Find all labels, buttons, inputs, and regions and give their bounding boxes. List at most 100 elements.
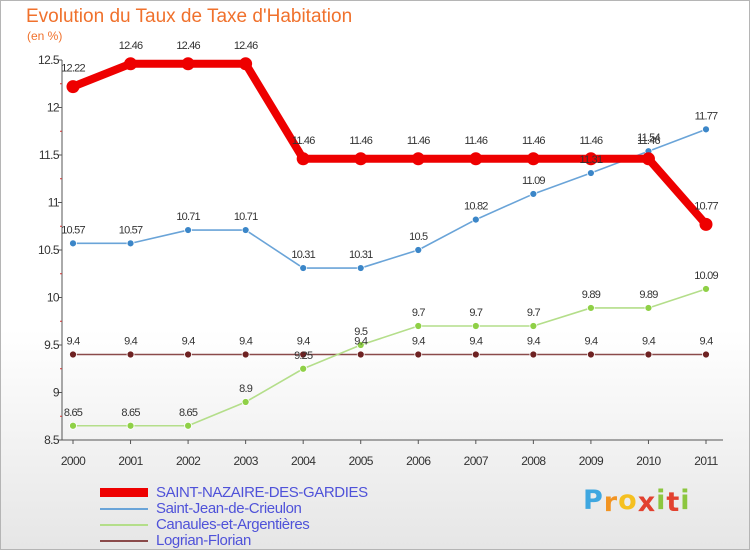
logo-letter: r <box>603 487 619 518</box>
legend-swatch <box>100 524 148 526</box>
series-line-1 <box>72 128 707 269</box>
x-tick-label: 2009 <box>579 454 604 468</box>
y-tick-label: 9.5 <box>44 338 60 352</box>
data-point <box>587 169 595 177</box>
data-point <box>356 264 365 272</box>
data-label: 8.65 <box>179 407 198 419</box>
data-label: 9.25 <box>294 350 313 362</box>
data-point <box>354 152 368 166</box>
data-label: 10.77 <box>694 200 718 212</box>
data-point <box>529 322 538 330</box>
data-label: 11.77 <box>695 110 718 122</box>
data-point <box>69 421 77 430</box>
data-label: 9.89 <box>582 289 601 301</box>
data-label: 9.7 <box>412 307 426 319</box>
x-tick-label: 2011 <box>694 454 718 468</box>
data-point <box>181 57 195 71</box>
data-label: 9.4 <box>527 336 541 348</box>
data-point <box>356 350 365 359</box>
data-label: 10.57 <box>61 224 85 236</box>
data-point <box>124 57 138 71</box>
y-tick-label: 10.5 <box>38 243 60 257</box>
data-point <box>644 304 653 312</box>
y-tick-label: 8.5 <box>44 433 60 447</box>
data-label: 10.09 <box>694 270 718 282</box>
data-point <box>471 322 480 330</box>
data-point <box>299 350 308 359</box>
data-point <box>184 421 192 430</box>
x-tick-label: 2000 <box>61 454 86 468</box>
data-label: 11.31 <box>580 154 603 166</box>
legend-label: Logrian-Florian <box>156 532 251 549</box>
data-label: 11.46 <box>580 135 603 147</box>
data-point <box>69 350 77 359</box>
x-tick-label: 2004 <box>291 454 316 468</box>
data-label: 12.46 <box>176 40 200 52</box>
y-tick-label: 10 <box>47 291 60 305</box>
data-point <box>299 364 308 373</box>
data-point <box>411 152 425 166</box>
data-point <box>241 398 250 406</box>
data-point <box>356 341 365 349</box>
data-label: 12.46 <box>234 40 258 52</box>
logo-letter: P <box>583 485 604 516</box>
data-label: 8.65 <box>121 407 140 419</box>
proxiti-logo: Proxiti <box>583 485 691 518</box>
y-tick-label: 12.5 <box>38 53 60 67</box>
data-point <box>69 239 77 248</box>
y-tick-label: 11.5 <box>39 148 60 162</box>
y-tick-label: 12 <box>47 101 60 115</box>
data-label: 11.46 <box>637 135 660 147</box>
data-label: 9.4 <box>469 336 483 348</box>
legend-label: Saint-Jean-de-Crieulon <box>156 500 302 517</box>
logo-letter: i <box>680 485 691 516</box>
data-label: 9.4 <box>297 336 311 348</box>
logo-letter: o <box>618 485 638 516</box>
data-point <box>184 226 192 234</box>
data-point <box>584 152 598 166</box>
data-label: 12.22 <box>61 63 85 75</box>
chart-title: Evolution du Taux de Taxe d'Habitation <box>26 6 353 27</box>
data-point <box>702 350 710 359</box>
legend-swatch <box>100 488 148 497</box>
data-label: 10.71 <box>234 211 258 223</box>
data-point <box>414 350 423 359</box>
series-line-0 <box>69 59 710 229</box>
data-label: 9.7 <box>527 307 541 319</box>
data-label: 10.71 <box>176 211 200 223</box>
data-point <box>239 57 253 71</box>
data-label: 9.4 <box>67 336 81 348</box>
data-point <box>471 350 480 359</box>
data-label: 12.46 <box>119 40 143 52</box>
data-point <box>414 246 423 254</box>
legend-label: SAINT-NAZAIRE-DES-GARDIES <box>156 484 368 501</box>
data-point <box>66 80 80 94</box>
data-label: 10.31 <box>291 249 315 261</box>
data-label: 9.4 <box>412 336 426 348</box>
data-label: 8.9 <box>239 383 253 395</box>
data-label: 10.5 <box>409 231 428 243</box>
data-label: 9.4 <box>124 336 138 348</box>
x-tick-label: 2010 <box>636 454 661 468</box>
y-tick-label: 9 <box>53 386 60 400</box>
data-label: 11.46 <box>464 135 487 147</box>
data-label: 9.4 <box>354 336 368 348</box>
x-tick-label: 2007 <box>464 454 489 468</box>
data-label: 9.7 <box>469 307 483 319</box>
x-tick-label: 2005 <box>349 454 374 468</box>
data-point <box>414 322 423 330</box>
data-label: 9.4 <box>700 336 714 348</box>
data-point <box>526 152 540 166</box>
data-label: 11.46 <box>522 135 545 147</box>
data-label: 11.46 <box>407 135 430 147</box>
data-label: 9.4 <box>642 336 656 348</box>
data-point <box>641 152 655 166</box>
data-label: 9.4 <box>584 336 598 348</box>
data-point <box>699 217 713 231</box>
data-point <box>296 152 310 166</box>
logo-letter: t <box>666 487 681 518</box>
data-point <box>702 125 710 134</box>
logo-letter: x <box>637 487 657 518</box>
